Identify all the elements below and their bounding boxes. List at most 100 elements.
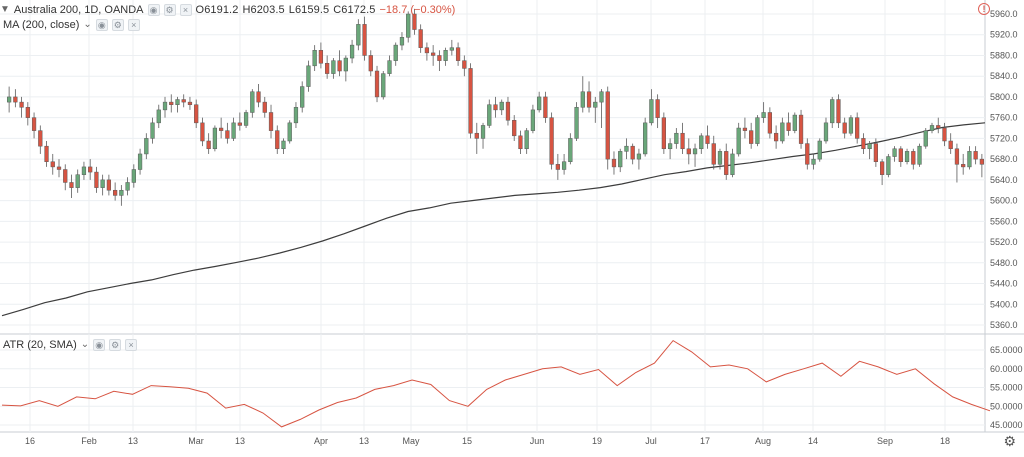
- y-tick-label: 5600.0: [990, 196, 1018, 206]
- x-tick-label: 15: [462, 436, 472, 446]
- y-tick-label: 5920.0: [990, 30, 1018, 40]
- atr-y-tick-label: 55.0000: [990, 383, 1023, 393]
- candle: [318, 42, 324, 69]
- candle-body: [817, 140, 822, 160]
- gear-icon[interactable]: ⚙: [163, 4, 176, 16]
- symbol-title[interactable]: Australia 200, 1D, OANDA: [13, 4, 144, 16]
- candle-body: [237, 122, 242, 126]
- candle: [250, 89, 255, 118]
- collapse-chevron-icon[interactable]: ▼: [0, 4, 10, 15]
- candle: [268, 104, 274, 139]
- close-icon[interactable]: ×: [125, 339, 138, 351]
- candle: [624, 138, 629, 160]
- x-tick-label: 16: [25, 436, 35, 446]
- x-tick-label: 19: [592, 436, 602, 446]
- candle: [455, 42, 461, 66]
- candle: [306, 60, 311, 92]
- candle-body: [561, 161, 567, 170]
- change-value: −18.7 (−0.30%): [379, 4, 456, 16]
- chevron-down-icon[interactable]: ⌄: [80, 339, 90, 350]
- candle-body: [512, 120, 517, 137]
- candle-body: [181, 99, 186, 103]
- candle: [106, 174, 112, 196]
- candle: [561, 153, 567, 175]
- candle: [967, 146, 972, 170]
- candle: [94, 166, 99, 193]
- candle-body: [530, 109, 536, 131]
- atr-line: [1, 339, 991, 428]
- atr-legend-label[interactable]: ATR (20, SMA): [3, 339, 77, 351]
- alert-icon[interactable]: !: [978, 3, 990, 15]
- candle: [75, 169, 80, 193]
- candle-body: [88, 166, 93, 173]
- candle: [717, 148, 723, 170]
- candle: [674, 128, 679, 149]
- candle-body: [537, 96, 542, 111]
- candle-body: [293, 107, 299, 124]
- candle: [848, 115, 854, 136]
- candle: [842, 117, 847, 139]
- candle-body: [811, 158, 816, 165]
- candle: [406, 11, 411, 43]
- candle: [256, 83, 261, 108]
- chevron-down-icon[interactable]: ⌄: [83, 19, 92, 30]
- candle-body: [100, 179, 105, 188]
- candle: [88, 159, 93, 180]
- candle: [611, 151, 617, 175]
- candle-body: [437, 55, 442, 61]
- candle-body: [175, 99, 180, 105]
- close-icon[interactable]: ×: [179, 4, 192, 16]
- candle: [961, 153, 966, 175]
- gear-icon[interactable]: ⚙: [1003, 433, 1016, 449]
- eye-icon[interactable]: ◉: [147, 4, 160, 16]
- candle-body: [418, 29, 423, 48]
- candle: [599, 89, 604, 129]
- candle-body: [406, 13, 411, 38]
- candle: [449, 39, 454, 56]
- candle-body: [967, 151, 972, 168]
- candle: [187, 96, 193, 110]
- gear-icon[interactable]: ⚙: [111, 19, 124, 31]
- candle-body: [487, 104, 492, 126]
- y-tick-label: 5440.0: [990, 279, 1018, 289]
- candle: [474, 122, 479, 154]
- candle-body: [580, 91, 585, 108]
- candle: [537, 91, 542, 113]
- high-value: H6203.5: [242, 4, 285, 16]
- candle-body: [306, 65, 311, 87]
- gear-icon[interactable]: ⚙: [109, 339, 122, 351]
- y-tick-label: 5560.0: [990, 216, 1018, 226]
- candle-body: [499, 101, 504, 111]
- candle-body: [936, 125, 941, 129]
- ma-legend-label[interactable]: MA (200, close): [3, 19, 80, 31]
- candle: [605, 86, 610, 170]
- candle-body: [312, 50, 317, 67]
- candle-body: [586, 91, 592, 108]
- candle-body: [848, 117, 854, 134]
- candle: [69, 174, 74, 199]
- candle: [480, 122, 486, 149]
- eye-icon[interactable]: ◉: [95, 19, 108, 31]
- candle: [755, 115, 760, 147]
- y-tick-label: 5520.0: [990, 237, 1018, 247]
- candle-body: [144, 138, 149, 155]
- candle-body: [387, 60, 392, 74]
- close-icon[interactable]: ×: [127, 19, 140, 31]
- candle: [468, 63, 473, 139]
- candle: [144, 133, 149, 160]
- y-tick-label: 5400.0: [990, 299, 1018, 309]
- eye-icon[interactable]: ◉: [93, 339, 106, 351]
- candle-body: [543, 96, 548, 118]
- candle-body: [25, 107, 30, 118]
- candle-body: [611, 158, 617, 168]
- candle-body: [661, 117, 666, 150]
- candle-body: [904, 151, 910, 162]
- axis-layer: 5960.0 5920.0 5880.0 5840.0 5800.0 5760.0 5720…: [25, 9, 1023, 446]
- candle-body: [705, 135, 710, 144]
- candle: [630, 143, 635, 165]
- y-tick-label: 5480.0: [990, 258, 1018, 268]
- close-value: C6172.5: [333, 4, 376, 16]
- y-tick-label: 5840.0: [990, 71, 1018, 81]
- candle: [200, 117, 205, 147]
